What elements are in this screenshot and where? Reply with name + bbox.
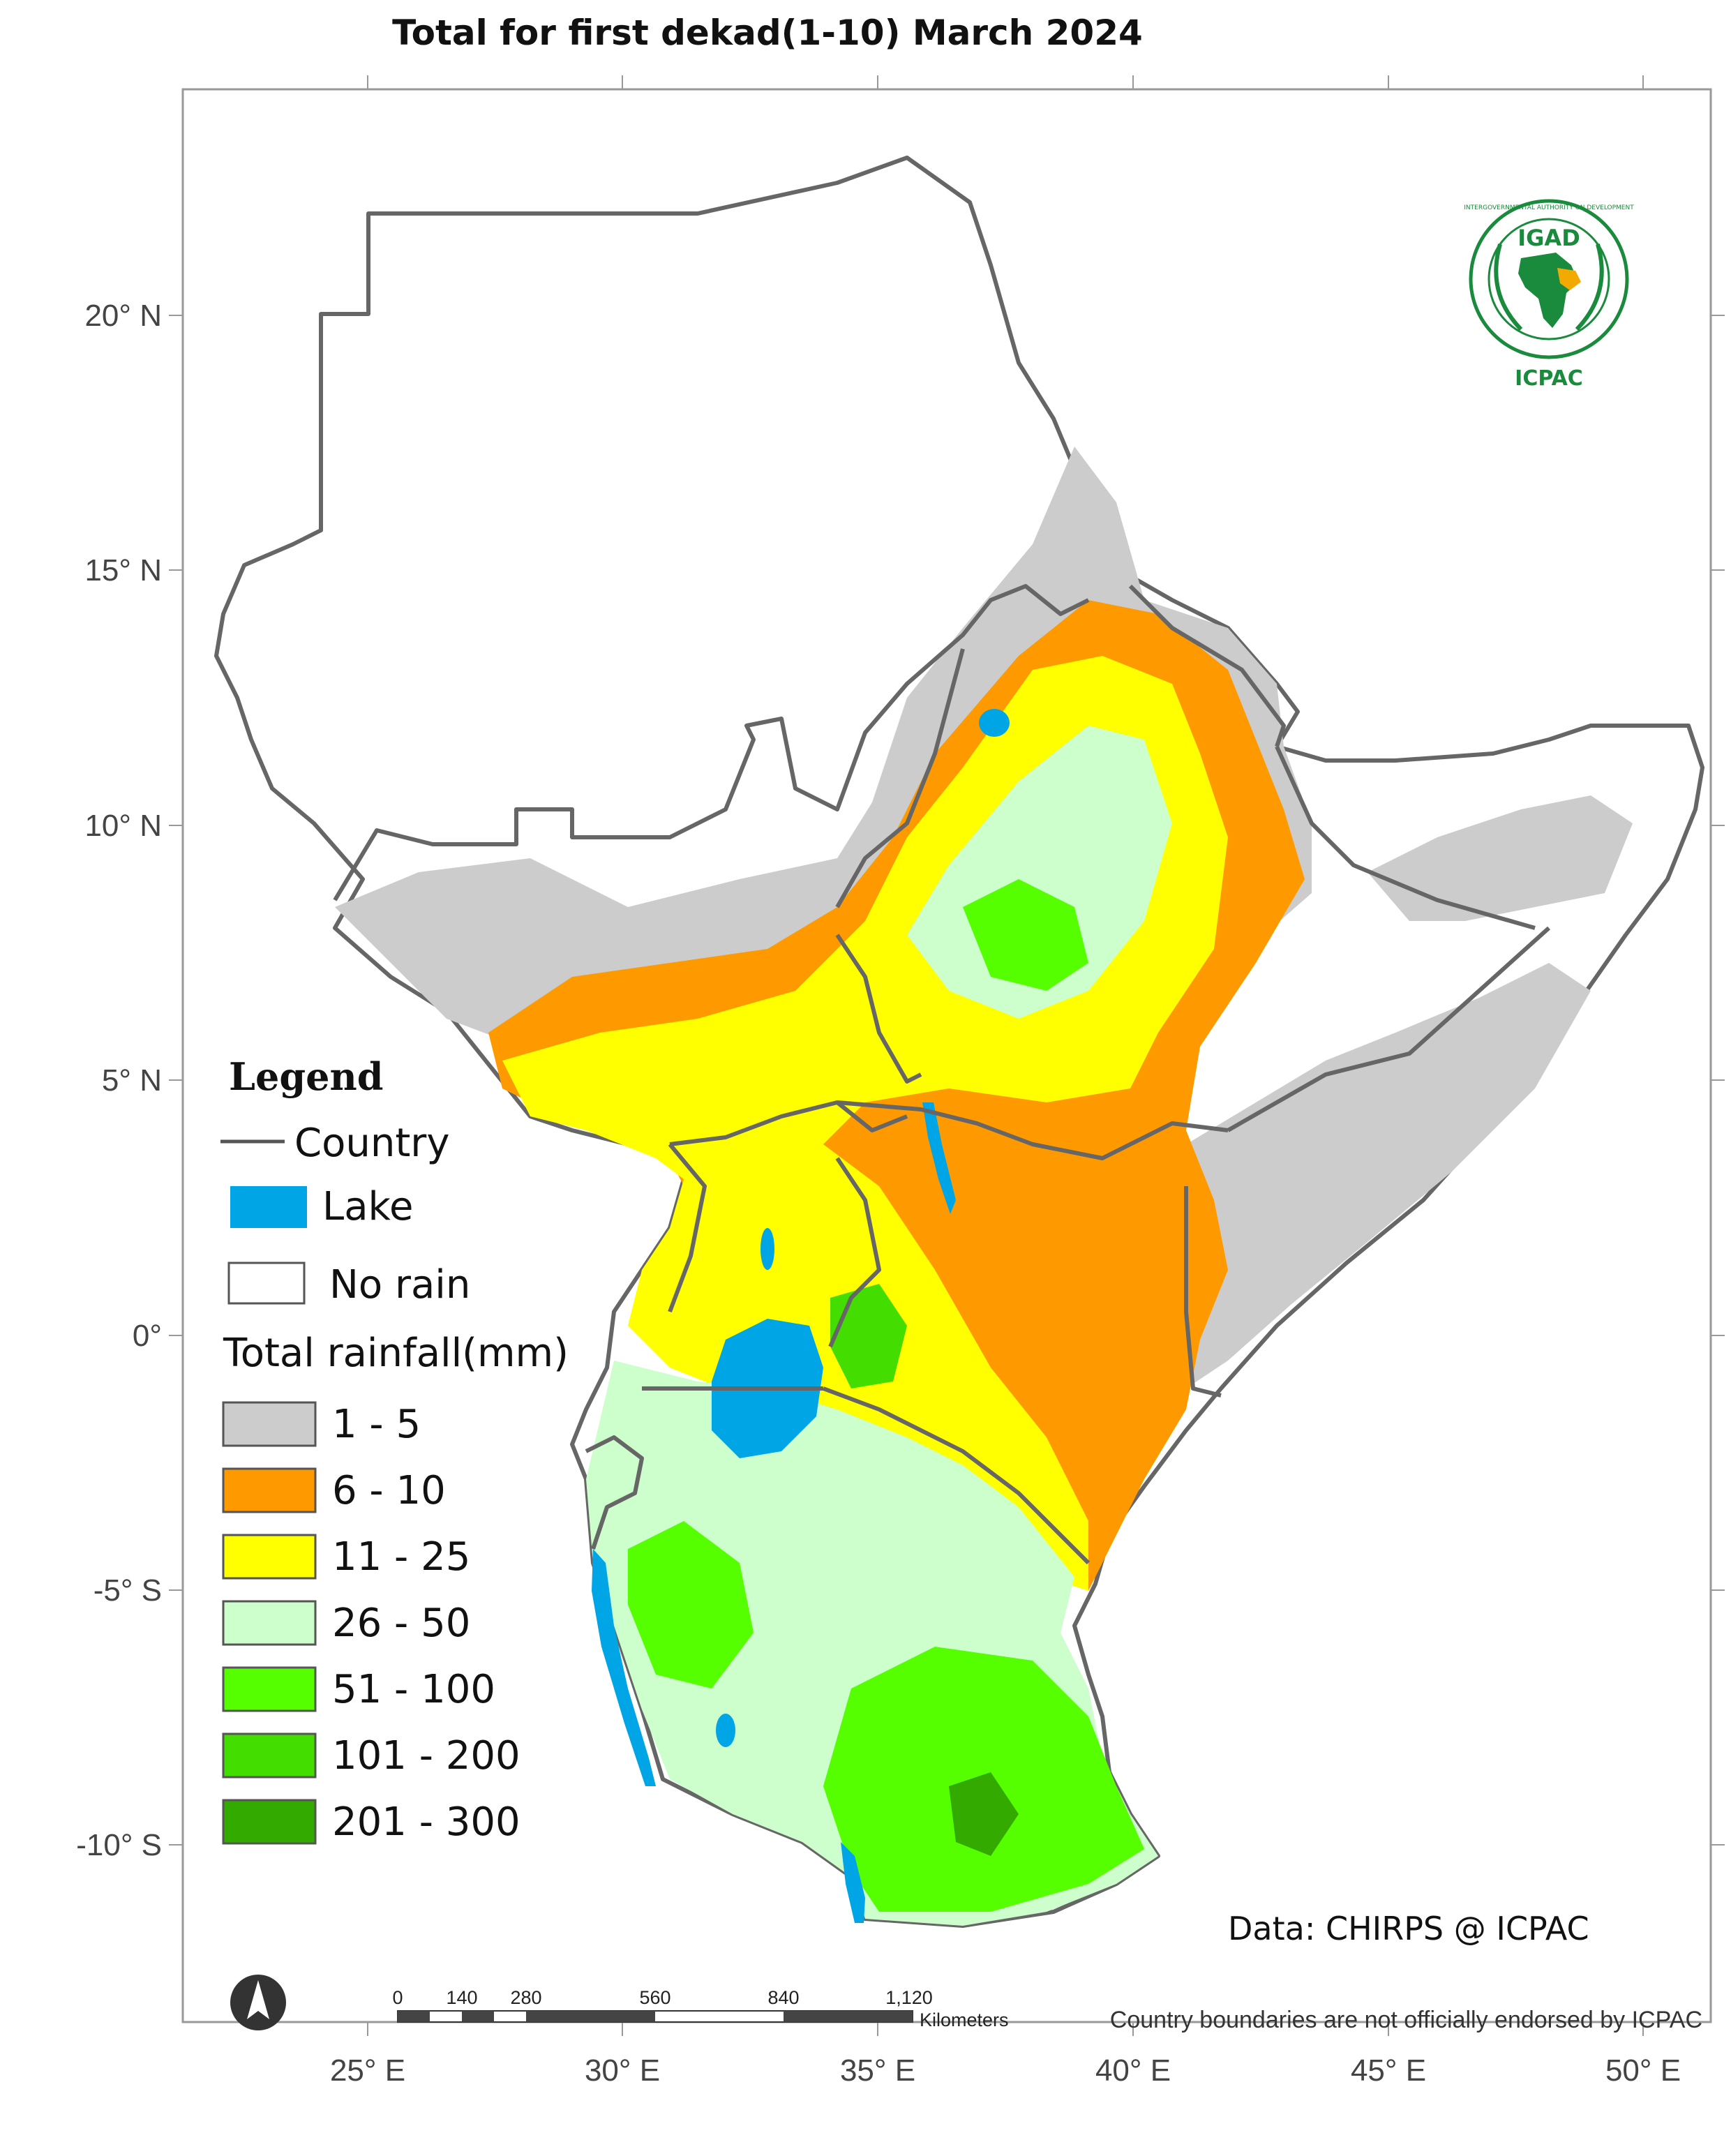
lon-label-35e: 35° E [840, 2053, 915, 2088]
axis-ticks [169, 75, 1725, 2036]
lat-label-5n: 5° N [102, 1063, 162, 1098]
legend: Legend Country Lake No rain Total rainfa… [220, 1054, 569, 1845]
lake-rukwa [716, 1714, 735, 1747]
zone-26-50-highlands [907, 726, 1172, 1019]
boundary-kenya-somalia [1184, 1186, 1222, 1398]
scale-tick-0: 0 [392, 1987, 403, 2008]
legend-swatch-7 [222, 1799, 317, 1845]
boundary-uganda-drc [668, 1143, 707, 1313]
map-frame [181, 88, 1712, 2023]
legend-rain-title: Total rainfall(mm) [223, 1331, 569, 1376]
legend-class-label-4: 26 - 50 [332, 1601, 470, 1646]
legend-lake-swatch [230, 1186, 307, 1228]
logo-laurel-left-icon [1494, 244, 1523, 331]
legend-class-label-6: 101 - 200 [332, 1733, 520, 1779]
scale-tick-280: 280 [510, 1987, 541, 2008]
legend-class-label-7: 201 - 300 [332, 1799, 520, 1845]
boundary-sudan-south [333, 584, 1090, 901]
boundary-kenya-tanzania [822, 1386, 1091, 1565]
zone-51-100-ethiopia [963, 879, 1088, 991]
legend-country-label: Country [294, 1121, 449, 1166]
logo-ring-text: INTERGOVERNMENTAL AUTHORITY ON DEVELOPME… [1464, 204, 1634, 211]
lat-label-10s: -10° S [76, 1828, 162, 1862]
legend-swatch-6 [222, 1732, 317, 1779]
lon-label-50e: 50° E [1605, 2053, 1681, 2088]
lake-turkana [922, 1102, 956, 1214]
boundary-ethiopia-somalia [1227, 926, 1551, 1132]
legend-class-label-3: 11 - 25 [332, 1534, 470, 1580]
lon-label-30e: 30° E [585, 2053, 660, 2088]
lon-label-45e: 45° E [1351, 2053, 1426, 2088]
legend-norain-swatch [227, 1262, 306, 1305]
scale-tick-560: 560 [639, 1987, 670, 2008]
lake-malawi [841, 1842, 865, 1923]
zone-51-100-west [628, 1521, 754, 1689]
lat-label-15n: 15° N [84, 553, 162, 587]
lake-tanganyika [592, 1549, 656, 1786]
boundary-somaliland [1275, 745, 1536, 930]
scale-tick-1120: 1,120 [885, 1987, 933, 2008]
lat-label-20n: 20° N [84, 299, 162, 333]
boundary-south-sudan-uganda [669, 1100, 908, 1146]
lat-label-10n: 10° N [84, 809, 162, 843]
zone-201-300 [949, 1772, 1019, 1856]
lat-label-5s: -5° S [93, 1573, 162, 1608]
legend-lake-label: Lake [322, 1184, 413, 1229]
legend-swatch-1 [222, 1401, 317, 1447]
legend-swatch-5 [222, 1666, 317, 1712]
lat-label-0: 0° [133, 1319, 162, 1353]
north-arrow-icon [230, 1975, 286, 2030]
lon-label-25e: 25° E [330, 2053, 405, 2088]
country-boundaries [333, 584, 1551, 1565]
boundary-disclaimer: Country boundaries are not officially en… [1110, 2007, 1702, 2033]
scale-bar: 0 140 280 560 840 1,120 Kilometers [392, 1987, 1008, 2030]
boundary-uganda-kenya [828, 1157, 881, 1348]
legend-classes: 1 - 5 6 - 10 11 - 25 26 - 50 51 - 100 101 - 2… [222, 1401, 520, 1845]
lon-label-40e: 40° E [1095, 2053, 1171, 2088]
logo-laurel-right-icon [1575, 244, 1604, 331]
boundary-south-sudan-ethiopia [835, 934, 922, 1084]
logo-bottom-text: ICPAC [1515, 366, 1583, 391]
legend-class-label-1: 1 - 5 [332, 1402, 421, 1447]
map-title: Total for first dekad(1-10) March 2024 [392, 13, 1143, 53]
rainfall-zones [335, 447, 1633, 1926]
boundary-rwanda-burundi [585, 1435, 644, 1550]
data-credit: Data: CHIRPS @ ICPAC [1228, 1910, 1589, 1947]
logo-horn-icon [1557, 268, 1581, 290]
legend-swatch-4 [222, 1600, 317, 1646]
legend-norain-label: No rain [329, 1262, 470, 1308]
scale-tick-140: 140 [446, 1987, 477, 2008]
boundary-eritrea-djibouti [1128, 584, 1286, 747]
zone-101-200 [830, 1284, 907, 1388]
lake-albert [760, 1228, 774, 1270]
boundary-sudan-ethiopia [835, 648, 965, 908]
scale-tick-840: 840 [767, 1987, 799, 2008]
scale-unit: Kilometers [920, 2009, 1009, 2030]
legend-swatch-2 [222, 1467, 317, 1513]
legend-class-label-5: 51 - 100 [332, 1667, 495, 1712]
legend-title: Legend [229, 1054, 383, 1099]
zone-1-5-horn [1367, 795, 1633, 921]
icpac-logo: IGAD ICPAC INTERGOVERNMENTAL AUTHORITY O… [1464, 199, 1634, 391]
lake-tana [979, 709, 1010, 737]
legend-swatch-3 [222, 1534, 317, 1580]
legend-class-label-2: 6 - 10 [332, 1468, 446, 1513]
boundary-kenya-ethiopia [837, 1100, 1229, 1160]
logo-top-text: IGAD [1518, 225, 1580, 251]
